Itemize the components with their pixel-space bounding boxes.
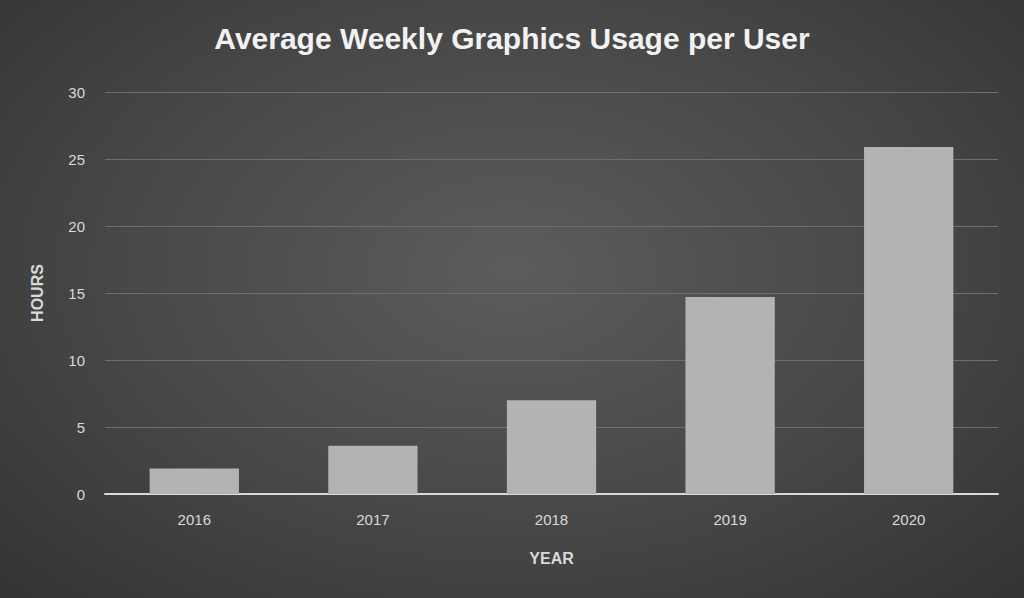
svg-text:25: 25 [68,151,85,168]
svg-text:5: 5 [77,419,85,436]
svg-text:Average Weekly Graphics Usage: Average Weekly Graphics Usage per User [214,22,810,55]
svg-text:2016: 2016 [178,511,211,528]
svg-text:10: 10 [68,352,85,369]
svg-text:0: 0 [77,486,85,503]
svg-text:YEAR: YEAR [529,550,574,567]
svg-text:HOURS: HOURS [29,264,46,322]
svg-text:2018: 2018 [535,511,568,528]
svg-text:15: 15 [68,285,85,302]
svg-text:2020: 2020 [892,511,925,528]
svg-text:2019: 2019 [713,511,746,528]
svg-text:20: 20 [68,218,85,235]
svg-text:2017: 2017 [356,511,389,528]
svg-text:30: 30 [68,84,85,101]
